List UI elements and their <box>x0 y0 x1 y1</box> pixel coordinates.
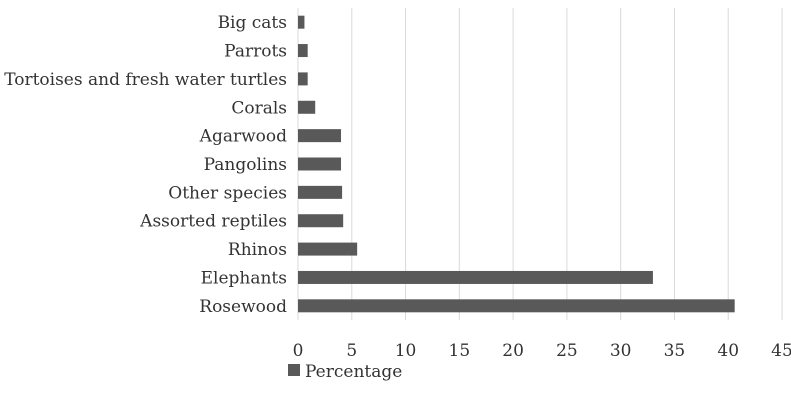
legend-swatch <box>288 364 300 376</box>
x-tick-labels: 0 5 10 15 20 25 30 35 40 45 <box>293 341 791 361</box>
bars <box>298 15 735 313</box>
x-tick-label: 40 <box>717 341 739 361</box>
x-tick-label: 0 <box>293 341 304 361</box>
bar-rhinos <box>298 242 358 256</box>
bar-pangolins <box>298 157 342 171</box>
category-label: Agarwood <box>199 127 287 147</box>
category-label: Other species <box>168 183 287 203</box>
category-label: Elephants <box>201 268 287 288</box>
category-labels: Rosewood Elephants Rhinos Assorted reptiles… <box>4 13 287 317</box>
x-tick-label: 5 <box>346 341 357 361</box>
category-label: Rhinos <box>228 240 287 260</box>
category-label: Parrots <box>224 42 287 62</box>
bar-corals <box>298 100 316 114</box>
bar-parrots <box>298 44 308 58</box>
bar-big-cats <box>298 15 305 29</box>
x-tick-label: 35 <box>664 341 686 361</box>
x-tick-label: 30 <box>610 341 632 361</box>
x-tick-label: 15 <box>449 341 471 361</box>
bar-agarwood <box>298 129 342 143</box>
category-label: Assorted reptiles <box>139 212 287 232</box>
bar-tortoises-and-fresh-water-turtles <box>298 72 308 86</box>
x-tick-label: 20 <box>502 341 524 361</box>
x-tick-label: 45 <box>771 341 791 361</box>
category-label: Big cats <box>218 13 287 33</box>
legend-label: Percentage <box>305 362 402 382</box>
x-tick-label: 25 <box>556 341 578 361</box>
bar-elephants <box>298 270 653 284</box>
x-tick-label: 10 <box>395 341 417 361</box>
bar-assorted-reptiles <box>298 214 344 228</box>
category-label: Tortoises and fresh water turtles <box>4 70 287 90</box>
category-label: Rosewood <box>199 297 287 317</box>
legend: Percentage <box>288 362 402 382</box>
category-label: Pangolins <box>204 155 287 175</box>
bar-other-species <box>298 185 343 199</box>
grid-lines <box>297 8 783 320</box>
category-label: Corals <box>231 98 287 118</box>
bar-rosewood <box>298 299 735 313</box>
